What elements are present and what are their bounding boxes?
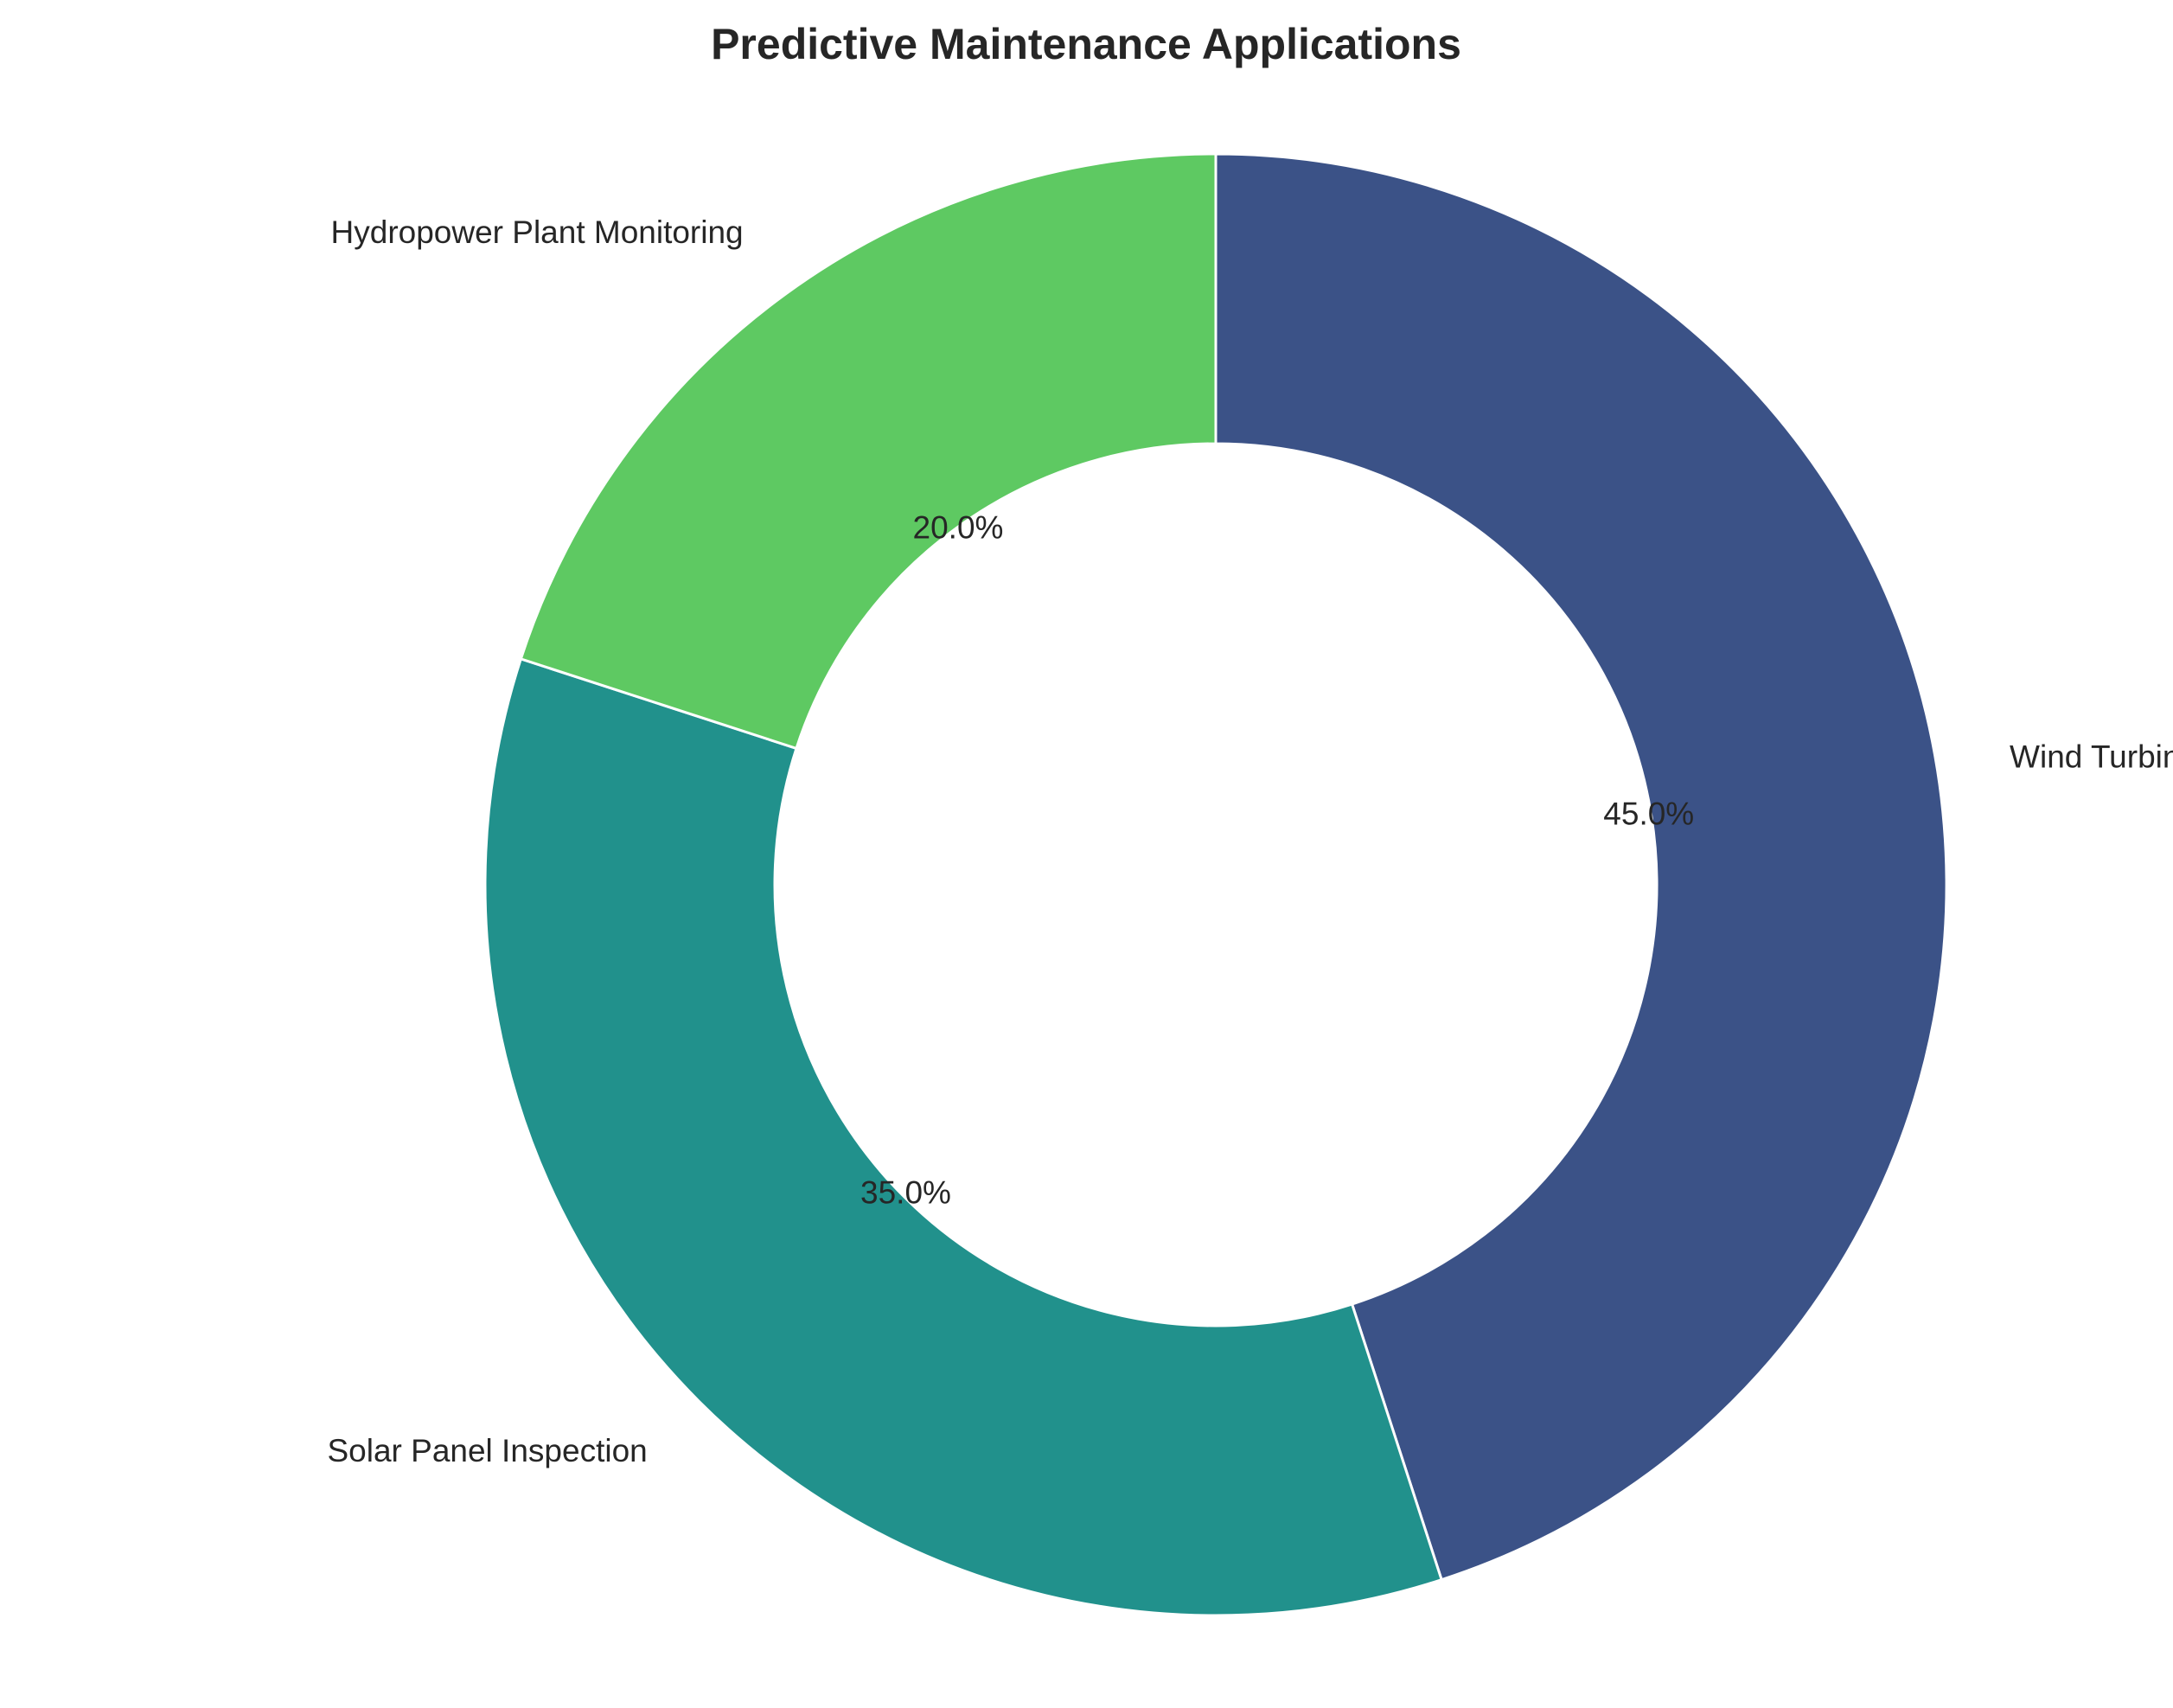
slices-layer [483, 152, 1948, 1617]
slice-label-hydropower-plant-monitoring: Hydropower Plant Monitoring [331, 214, 744, 250]
slice-solar-panel-inspection [483, 656, 1444, 1617]
slice-label-wind-turbine-monitoring: Wind Turbine Monitoring [2010, 739, 2173, 774]
pct-label-wind-turbine-monitoring: 45.0% [1603, 796, 1694, 831]
slice-hydropower-plant-monitoring [519, 152, 1218, 751]
slice-label-solar-panel-inspection: Solar Panel Inspection [327, 1433, 647, 1468]
labels-layer: Wind Turbine Monitoring 45.0% Solar Panel … [327, 214, 2173, 1468]
chart-title: Predictive Maintenance Applications [711, 20, 1461, 68]
pct-label-solar-panel-inspection: 35.0% [860, 1174, 951, 1210]
pct-label-hydropower-plant-monitoring: 20.0% [913, 510, 1004, 546]
slice-wind-turbine-monitoring [1214, 152, 1948, 1582]
